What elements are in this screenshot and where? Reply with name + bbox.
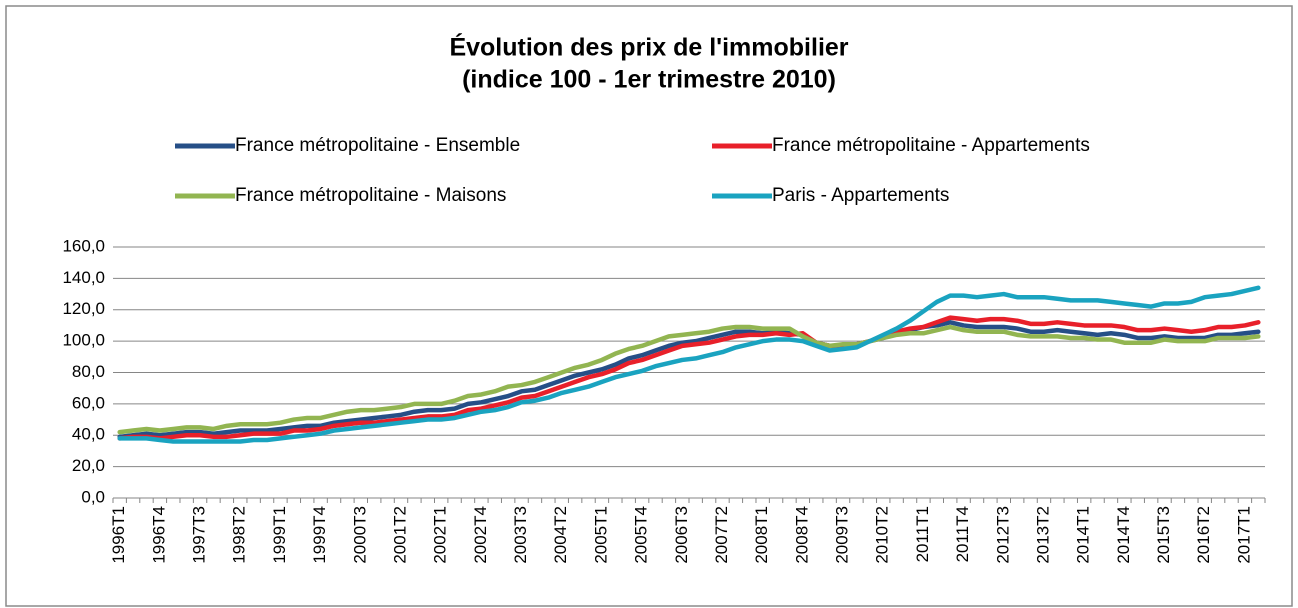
y-tick-label: 140,0 [62,268,105,287]
x-tick-label: 1999T1 [270,506,289,564]
legend-label: France métropolitaine - Ensemble [235,135,520,156]
y-tick-label: 160,0 [62,236,105,255]
x-tick-label: 2007T2 [712,506,731,564]
x-tick-label: 2014T1 [1074,506,1093,564]
x-tick-label: 2011T1 [913,506,932,562]
x-tick-label: 2014T4 [1114,506,1133,564]
y-tick-label: 120,0 [62,299,105,318]
x-tick-label: 2013T2 [1033,506,1052,564]
y-tick-label: 80,0 [72,362,105,381]
x-tick-label: 2011T4 [953,506,972,562]
x-tick-label: 2005T4 [632,506,651,564]
x-tick-label: 2009T3 [833,506,852,564]
x-tick-label: 1998T2 [230,506,249,564]
x-tick-label: 1997T3 [190,506,209,564]
y-tick-label: 40,0 [72,425,105,444]
x-tick-label: 2002T1 [431,506,450,564]
x-tick-label: 2017T1 [1234,506,1253,564]
legend-label: Paris - Appartements [772,185,949,206]
y-tick-label: 100,0 [62,331,105,350]
chart-title: Évolution des prix de l'immobilier [449,33,848,62]
x-tick-label: 2010T2 [873,506,892,564]
chart-subtitle: (indice 100 - 1er trimestre 2010) [462,66,836,94]
y-tick-label: 0,0 [81,487,105,506]
x-tick-label: 2012T3 [993,506,1012,564]
x-tick-label: 2008T1 [752,506,771,564]
x-tick-label: 2001T2 [390,506,409,564]
x-tick-label: 2000T3 [350,506,369,564]
series-line [117,324,1261,435]
y-tick-label: 60,0 [72,393,105,412]
x-tick-label: 2005T1 [591,506,610,564]
series-line [117,320,1261,440]
legend-label: France métropolitaine - Appartements [772,135,1090,156]
legend-label: France métropolitaine - Maisons [235,185,506,206]
x-tick-label: 2004T2 [551,506,570,564]
x-tick-label: 1996T1 [109,506,128,564]
x-tick-label: 2016T2 [1194,506,1213,564]
x-tick-label: 2015T3 [1154,506,1173,564]
x-tick-label: 2006T3 [672,506,691,564]
x-tick-label: 2008T4 [792,506,811,564]
series-line [117,315,1261,441]
y-tick-label: 20,0 [72,456,105,475]
chart-border [5,5,1293,607]
x-tick-label: 2002T4 [471,506,490,564]
x-tick-label: 2003T3 [511,506,530,564]
x-tick-label: 1999T4 [310,506,329,564]
series-line [117,285,1261,444]
x-tick-label: 1996T4 [149,506,168,564]
